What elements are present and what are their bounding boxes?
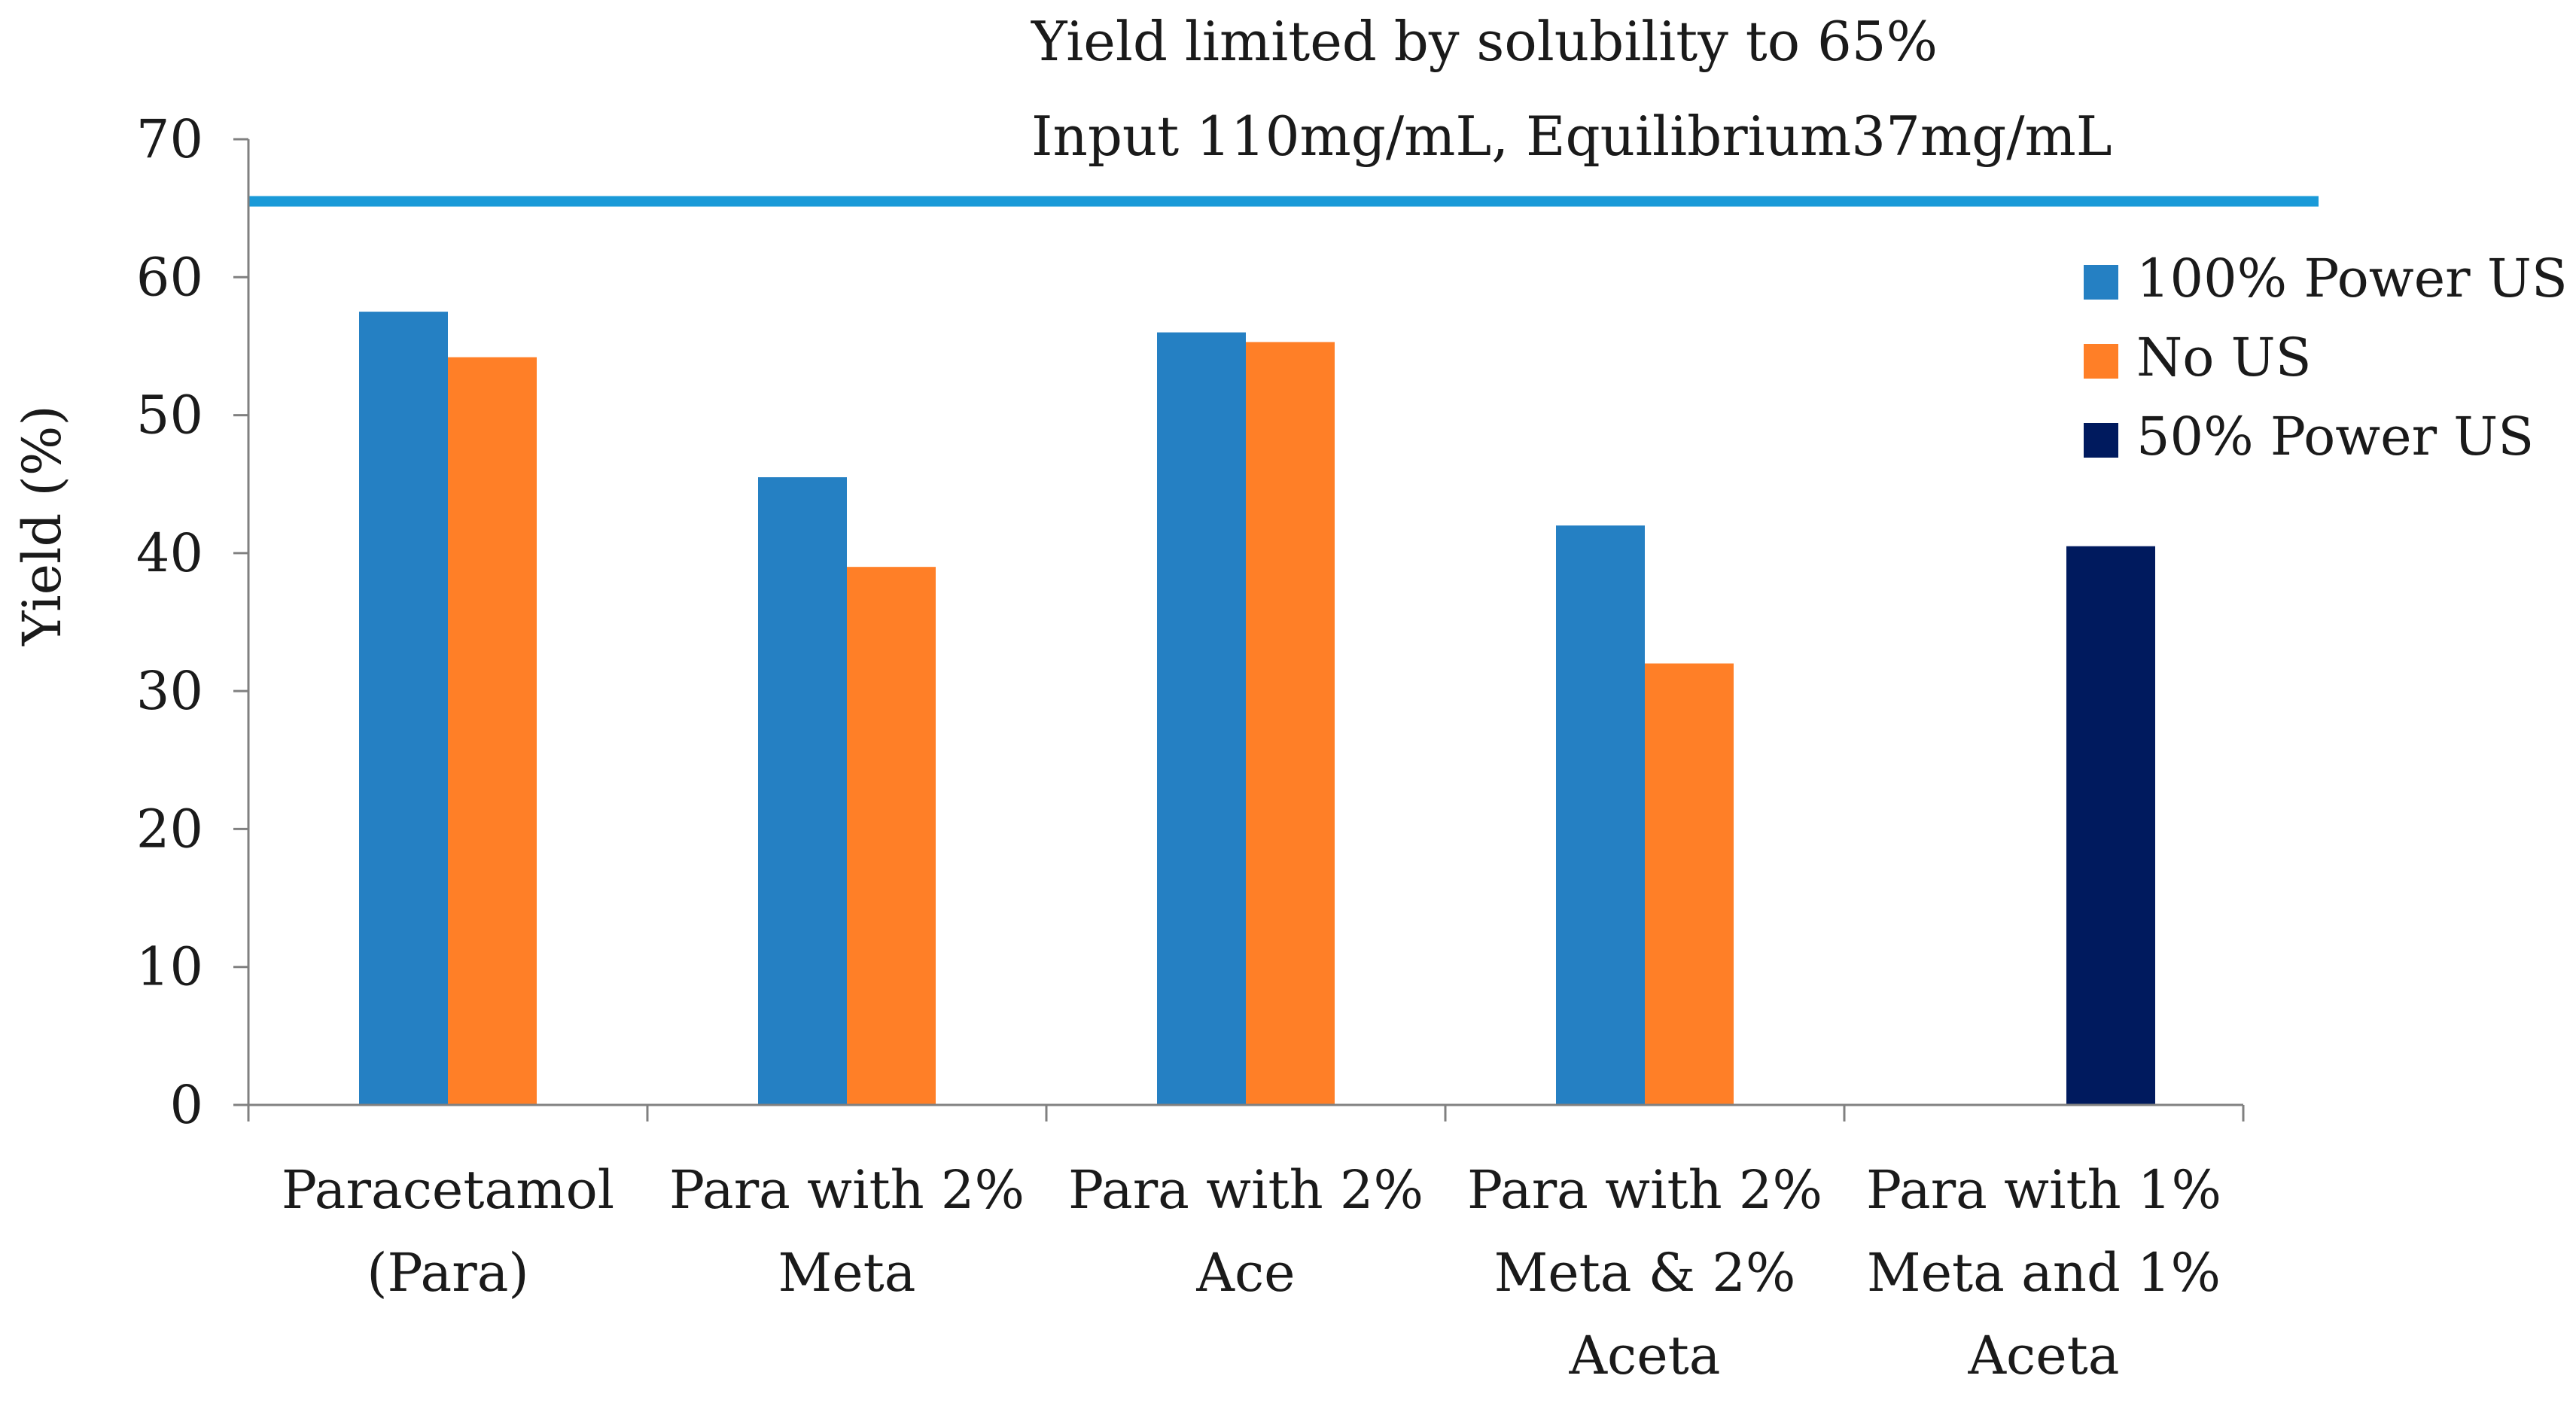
x-category-labels: Paracetamol (Para) Para with 2% Meta Para wi… bbox=[282, 1159, 2221, 1386]
bar-no-us-1 bbox=[847, 567, 936, 1105]
x-category-label: Meta bbox=[778, 1242, 916, 1304]
y-tick-label: 60 bbox=[136, 246, 203, 308]
bar-50-power-us-4 bbox=[2066, 546, 2155, 1105]
y-tick-label: 50 bbox=[136, 385, 203, 446]
annotation-group: Yield limited by solubility to 65% Input… bbox=[1031, 10, 2112, 168]
x-category-label: Aceta bbox=[1967, 1325, 2119, 1386]
bar-100-power-us-3 bbox=[1556, 525, 1645, 1105]
legend-label: 50% Power US bbox=[2136, 406, 2534, 467]
axes-group bbox=[247, 139, 2245, 1121]
x-category-label: Ace bbox=[1195, 1242, 1295, 1304]
y-tick-label: 40 bbox=[136, 522, 203, 584]
y-tick-label: 70 bbox=[136, 108, 203, 170]
bar-no-us-0 bbox=[448, 357, 537, 1105]
y-tick-label: 10 bbox=[136, 936, 203, 998]
y-tick-label: 20 bbox=[136, 798, 203, 860]
legend[interactable]: 100% Power US No US 50% Power US bbox=[2084, 248, 2568, 467]
annotation-line-1: Yield limited by solubility to 65% bbox=[1031, 10, 1938, 73]
x-category-label: Para with 2% bbox=[1467, 1159, 1822, 1221]
y-ticks-group: 0 10 20 30 40 50 60 70 bbox=[136, 108, 248, 1136]
x-category-label: Para with 2% bbox=[669, 1159, 1025, 1221]
x-category-label: Aceta bbox=[1568, 1325, 1720, 1386]
bar-no-us-2 bbox=[1246, 342, 1335, 1105]
legend-label: No US bbox=[2136, 327, 2312, 388]
y-tick-label: 30 bbox=[136, 660, 203, 722]
bar-100-power-us-0 bbox=[359, 312, 448, 1105]
x-category-label: Meta & 2% bbox=[1494, 1242, 1796, 1304]
bar-no-us-3 bbox=[1645, 663, 1734, 1105]
y-tick-label: 0 bbox=[169, 1074, 203, 1136]
x-category-label: Paracetamol bbox=[282, 1159, 614, 1221]
legend-swatch bbox=[2084, 423, 2118, 458]
bars-group bbox=[359, 312, 2155, 1106]
bar-100-power-us-1 bbox=[758, 477, 847, 1105]
x-category-label: Para with 2% bbox=[1068, 1159, 1423, 1221]
x-category-label: Meta and 1% bbox=[1867, 1242, 2221, 1304]
legend-label: 100% Power US bbox=[2136, 248, 2568, 309]
x-category-label: Para with 1% bbox=[1866, 1159, 2221, 1221]
y-axis-label: Yield (%) bbox=[11, 405, 73, 646]
x-category-label: (Para) bbox=[367, 1242, 529, 1304]
annotation-line-2: Input 110mg/mL, Equilibrium37mg/mL bbox=[1031, 105, 2112, 168]
legend-swatch bbox=[2084, 265, 2118, 300]
legend-swatch bbox=[2084, 344, 2118, 379]
bar-100-power-us-2 bbox=[1157, 332, 1246, 1106]
